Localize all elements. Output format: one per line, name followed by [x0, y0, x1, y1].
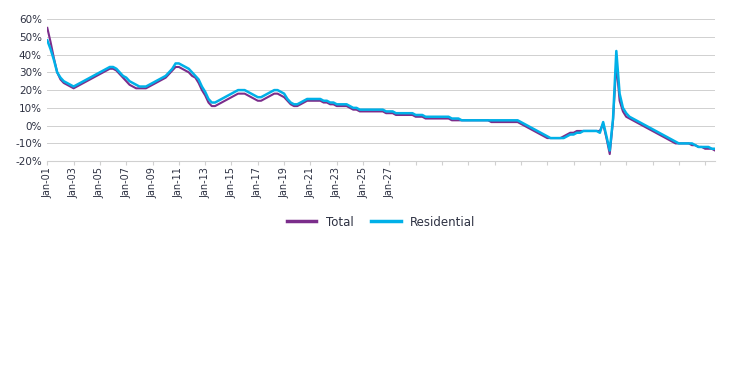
Total [391, 113, 400, 117]
Residential [115, 70, 124, 75]
Total [115, 72, 124, 76]
Total [537, 132, 545, 137]
Line: Total: Total [47, 28, 715, 154]
Residential [537, 131, 545, 135]
Total [378, 109, 387, 114]
Line: Residential: Residential [47, 40, 715, 151]
Residential [155, 77, 164, 82]
Total [220, 98, 229, 103]
Residential [43, 38, 52, 43]
Residential [710, 147, 719, 151]
Total [605, 152, 614, 156]
Total [43, 26, 52, 30]
Residential [220, 95, 229, 100]
Legend: Total, Residential: Total, Residential [282, 211, 480, 233]
Total [710, 148, 719, 153]
Residential [378, 107, 387, 112]
Residential [391, 111, 400, 115]
Residential [605, 148, 614, 153]
Total [155, 79, 164, 84]
